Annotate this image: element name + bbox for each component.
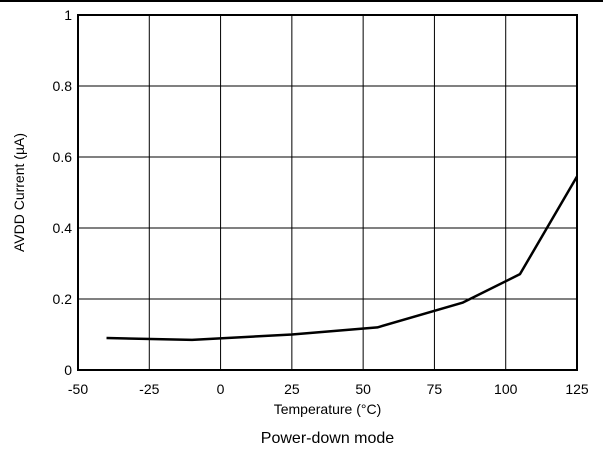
- y-tick-label: 0: [64, 362, 72, 378]
- y-tick-label: 0.2: [53, 291, 73, 307]
- x-tick-label: 125: [565, 381, 589, 397]
- top-rule: [0, 0, 603, 2]
- grid-lines: [77, 14, 578, 371]
- series-layer: [106, 175, 579, 342]
- y-tick-label: 0.6: [53, 149, 73, 165]
- series-line: [106, 175, 579, 342]
- plot-frame: [77, 14, 578, 371]
- y-axis-title: AVDD Current (µA): [11, 133, 27, 252]
- y-tick-labels: 0 0.2 0.4 0.6 0.8 1: [53, 7, 73, 378]
- x-tick-label: 0: [217, 381, 225, 397]
- y-tick-label: 0.4: [53, 220, 73, 236]
- x-axis-title: Temperature (°C): [274, 401, 382, 417]
- chart-caption: Power-down mode: [261, 430, 395, 447]
- x-tick-label: 50: [355, 381, 371, 397]
- x-tick-labels: -50 -25 0 25 50 75 100 125: [68, 381, 589, 397]
- x-tick-label: 100: [494, 381, 518, 397]
- x-tick-label: 75: [427, 381, 443, 397]
- x-tick-label: -25: [139, 381, 159, 397]
- x-tick-label: -50: [68, 381, 88, 397]
- x-tick-label: 25: [284, 381, 300, 397]
- y-tick-label: 0.8: [53, 78, 73, 94]
- y-tick-label: 1: [64, 7, 72, 23]
